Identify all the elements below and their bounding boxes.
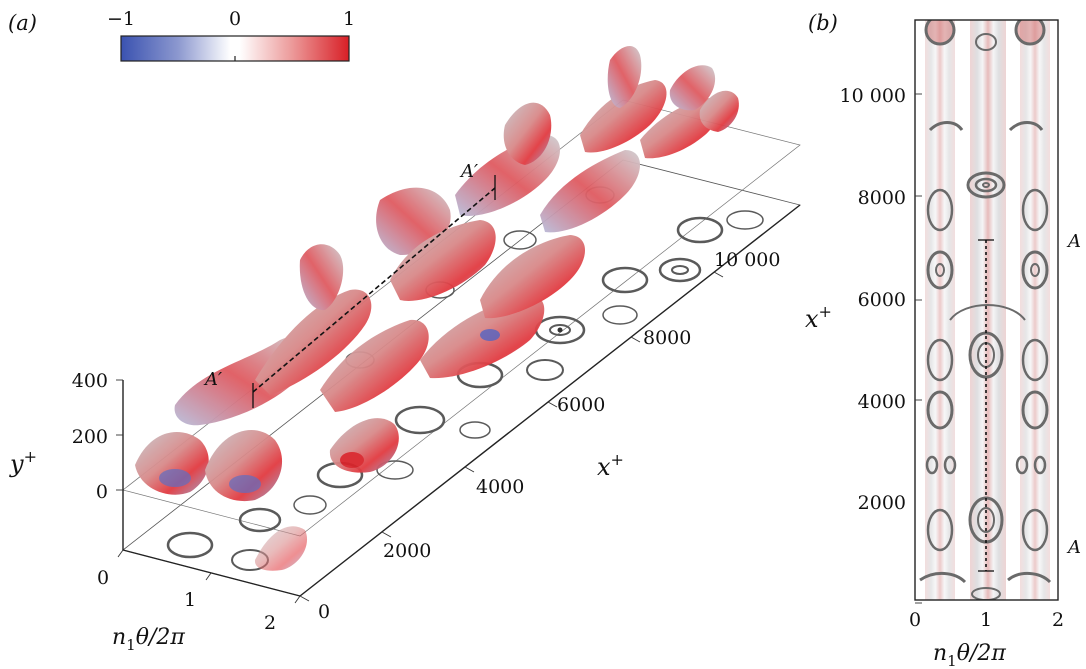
b-y-tick-label-2000: 2000 — [858, 492, 906, 514]
section-label-a-2: A — [1066, 537, 1081, 558]
colorbar: −1 0 1 — [107, 8, 355, 62]
y-axis-label: y+ — [9, 447, 37, 478]
theta-axis-label: n1θ/2π — [112, 625, 185, 654]
b-x-tick-label-2: 2 — [1052, 609, 1064, 631]
b-y-tick-label-4000: 4000 — [858, 391, 906, 413]
section-line-a-prime — [252, 187, 496, 393]
panel-b-label: (b) — [808, 11, 838, 35]
panel-b-frame — [914, 19, 1059, 601]
x-tick-label-2000: 2000 — [383, 540, 431, 562]
theta-axis-line — [122, 549, 301, 597]
theta-tick-label-0: 0 — [97, 567, 109, 589]
panel-b-y-ticks — [915, 93, 922, 604]
x-tick-label-10000: 10 000 — [714, 249, 780, 271]
theta-tick-2 — [294, 595, 301, 604]
x-tick-8000 — [630, 336, 641, 343]
theta-tick-label-1: 1 — [184, 589, 196, 611]
colorbar-mid-label: 0 — [229, 8, 241, 30]
isosurfaces — [135, 45, 739, 571]
x-tick-label-8000: 8000 — [643, 327, 691, 349]
x-tick-6000 — [547, 401, 558, 408]
panel-b: (b) — [805, 11, 1081, 669]
x-axis-line — [299, 204, 801, 597]
section-label-a-1: A — [1066, 231, 1081, 252]
x-tick-label-4000: 4000 — [476, 476, 524, 498]
b-y-axis-label: x+ — [805, 302, 832, 333]
section-label-a-prime-1: A′ — [203, 369, 222, 390]
panel-a-label: (a) — [8, 11, 37, 35]
colorbar-max-label: 1 — [343, 8, 355, 30]
theta-tick-0 — [117, 549, 124, 558]
panel-a: (a) −1 0 1 — [8, 8, 801, 654]
section-label-a-prime-2: A′ — [459, 161, 478, 182]
b-x-tick-label-0: 0 — [909, 609, 921, 631]
x-tick-0 — [299, 595, 310, 602]
x-tick-label-0: 0 — [318, 601, 330, 623]
x-tick-label-6000: 6000 — [557, 394, 605, 416]
b-x-axis-label: n1θ/2π — [933, 641, 1006, 669]
colorbar-min-label: −1 — [107, 8, 135, 30]
x-axis-label: x+ — [597, 450, 624, 481]
y-tick-label-0: 0 — [96, 481, 108, 503]
b-y-tick-label-10000: 10 000 — [840, 85, 906, 107]
theta-tick-label-2: 2 — [264, 612, 276, 634]
b-y-tick-label-6000: 6000 — [858, 289, 906, 311]
x-tick-10000 — [713, 271, 724, 278]
x-tick-4000 — [464, 466, 475, 473]
b-y-tick-label-8000: 8000 — [858, 187, 906, 209]
b-x-tick-label-1: 1 — [980, 609, 992, 631]
theta-tick-1 — [205, 572, 212, 581]
panel-b-field — [915, 20, 1058, 600]
y-tick-label-400: 400 — [72, 370, 108, 392]
x-tick-2000 — [381, 531, 392, 538]
y-tick-label-200: 200 — [72, 426, 108, 448]
